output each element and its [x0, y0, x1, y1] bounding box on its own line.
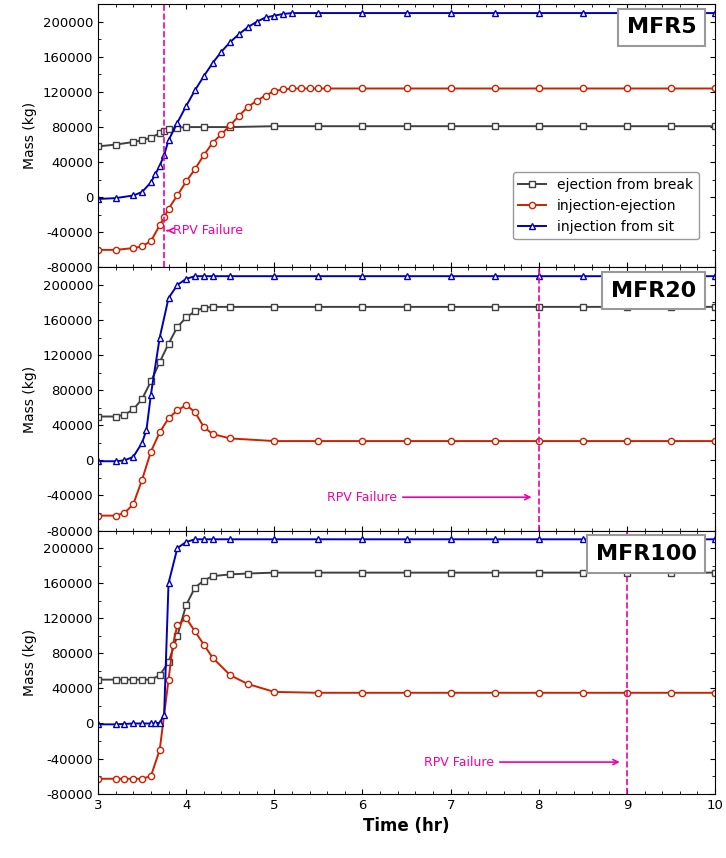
Text: MFR20: MFR20 — [611, 281, 697, 300]
Text: MFR100: MFR100 — [595, 544, 697, 564]
Text: MFR5: MFR5 — [627, 17, 697, 38]
Text: RPV Failure: RPV Failure — [168, 224, 243, 237]
X-axis label: Time (hr): Time (hr) — [363, 817, 450, 835]
Text: RPV Failure: RPV Failure — [327, 491, 530, 504]
Y-axis label: Mass (kg): Mass (kg) — [23, 102, 37, 169]
Y-axis label: Mass (kg): Mass (kg) — [23, 629, 37, 696]
Text: RPV Failure: RPV Failure — [424, 756, 618, 769]
Y-axis label: Mass (kg): Mass (kg) — [23, 366, 37, 432]
Legend: ejection from break, injection-ejection, injection from sit: ejection from break, injection-ejection,… — [513, 172, 699, 239]
